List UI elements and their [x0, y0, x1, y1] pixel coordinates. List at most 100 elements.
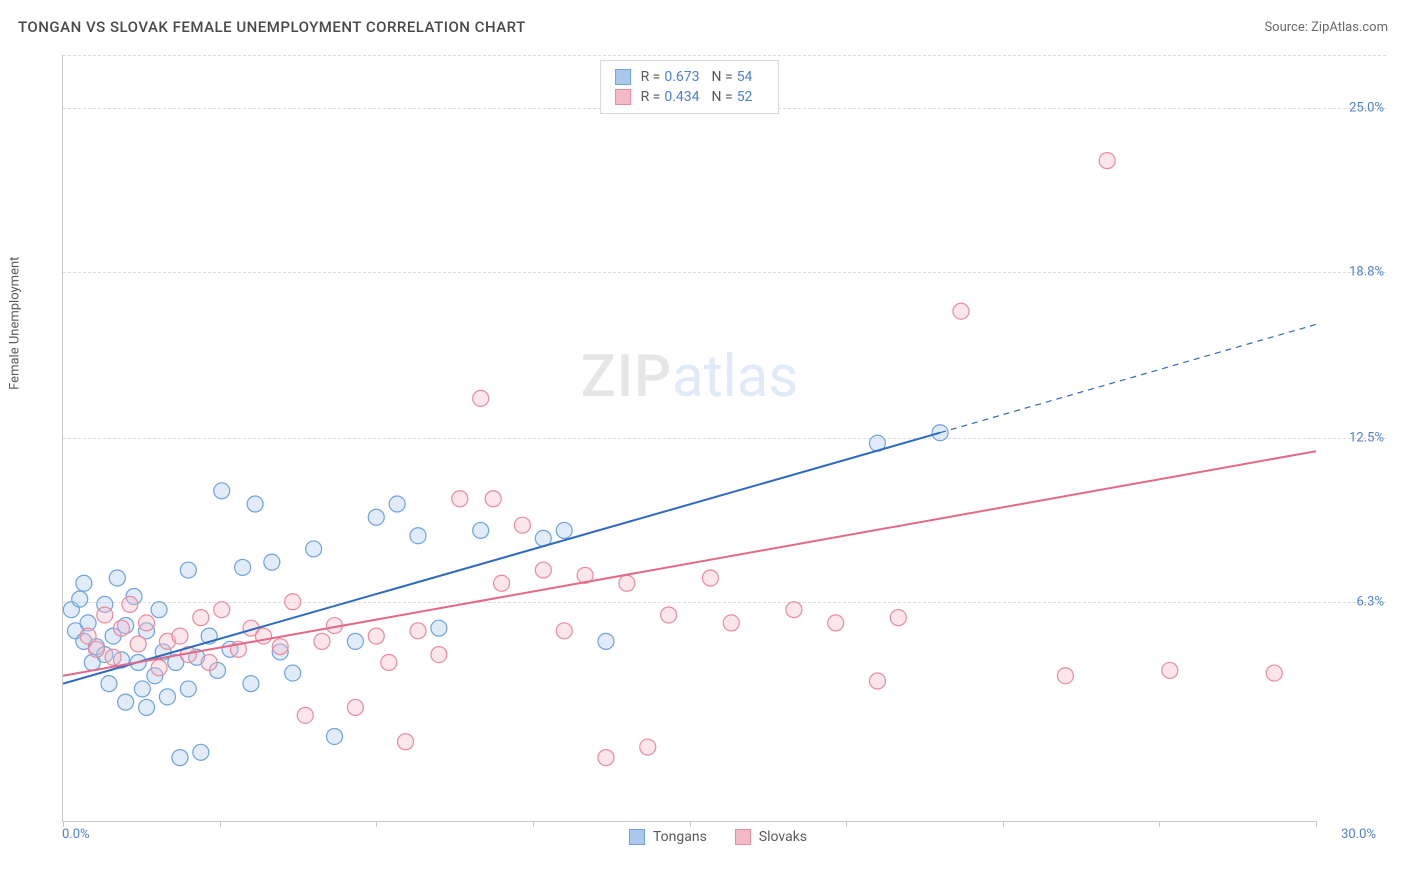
- y-axis-label: Female Unemployment: [8, 256, 23, 389]
- y-tick-label: 6.3%: [1356, 594, 1384, 609]
- data-point: [172, 750, 188, 766]
- data-point: [381, 655, 397, 671]
- data-point: [180, 562, 196, 578]
- data-point: [598, 750, 614, 766]
- x-tick-max: 30.0%: [1341, 827, 1376, 842]
- data-point: [890, 610, 906, 626]
- legend-label-slovaks: Slovaks: [759, 829, 807, 845]
- data-point: [88, 641, 104, 657]
- data-point: [473, 522, 489, 538]
- data-point: [1162, 662, 1178, 678]
- y-tick-label: 18.8%: [1349, 264, 1384, 279]
- data-point: [452, 491, 468, 507]
- data-point: [122, 596, 138, 612]
- trend-line-dashed: [940, 324, 1316, 432]
- data-point: [139, 699, 155, 715]
- data-point: [514, 517, 530, 533]
- data-point: [113, 620, 129, 636]
- data-point: [485, 491, 501, 507]
- legend-stats: R =0.673 N =54 R =0.434N =52: [600, 60, 780, 114]
- chart-container: Female Unemployment ZIPatlas R =0.673N =…: [50, 55, 1386, 842]
- stat-r-label: R =: [641, 89, 661, 105]
- data-point: [151, 660, 167, 676]
- data-point: [1099, 153, 1115, 169]
- legend-series: Tongans Slovaks: [629, 829, 807, 845]
- legend-item-slovaks: Slovaks: [735, 829, 807, 845]
- data-point: [134, 681, 150, 697]
- data-point: [105, 649, 121, 665]
- data-point: [130, 636, 146, 652]
- swatch-slovaks-icon: [735, 829, 751, 845]
- data-point: [702, 570, 718, 586]
- data-point: [368, 628, 384, 644]
- stat-r-slovaks: 0.434: [664, 89, 699, 105]
- data-point: [118, 694, 134, 710]
- data-point: [109, 570, 125, 586]
- data-point: [953, 303, 969, 319]
- data-point: [151, 602, 167, 618]
- data-point: [172, 628, 188, 644]
- data-point: [326, 728, 342, 744]
- data-point: [214, 602, 230, 618]
- swatch-slovaks-icon: [615, 89, 631, 105]
- data-point: [235, 559, 251, 575]
- data-point: [494, 575, 510, 591]
- data-point: [556, 522, 572, 538]
- data-point: [869, 673, 885, 689]
- data-point: [410, 623, 426, 639]
- y-tick-label: 25.0%: [1349, 100, 1384, 115]
- data-point: [347, 633, 363, 649]
- data-point: [598, 633, 614, 649]
- data-point: [101, 676, 117, 692]
- y-tick-label: 12.5%: [1349, 431, 1384, 446]
- data-point: [72, 591, 88, 607]
- trend-line: [63, 451, 1316, 676]
- data-point: [285, 665, 301, 681]
- data-point: [306, 541, 322, 557]
- stat-n-tongans: 54: [737, 69, 753, 85]
- chart-title: TONGAN VS SLOVAK FEMALE UNEMPLOYMENT COR…: [18, 18, 526, 36]
- data-point: [431, 647, 447, 663]
- data-point: [828, 615, 844, 631]
- data-point: [201, 655, 217, 671]
- legend-label-tongans: Tongans: [653, 829, 707, 845]
- data-point: [180, 681, 196, 697]
- stat-r-label: R =: [641, 69, 661, 85]
- data-point: [159, 689, 175, 705]
- data-point: [619, 575, 635, 591]
- x-tick-min: 0.0%: [62, 827, 90, 842]
- data-point: [535, 562, 551, 578]
- data-point: [214, 483, 230, 499]
- data-point: [397, 734, 413, 750]
- legend-item-tongans: Tongans: [629, 829, 707, 845]
- stat-r-tongans: 0.673: [664, 69, 699, 85]
- data-point: [193, 744, 209, 760]
- data-point: [786, 602, 802, 618]
- data-point: [431, 620, 447, 636]
- data-point: [97, 607, 113, 623]
- data-point: [193, 610, 209, 626]
- data-point: [285, 594, 301, 610]
- data-point: [1057, 668, 1073, 684]
- data-point: [347, 699, 363, 715]
- data-point: [556, 623, 572, 639]
- data-point: [247, 496, 263, 512]
- swatch-tongans-icon: [615, 69, 631, 85]
- swatch-tongans-icon: [629, 829, 645, 845]
- data-point: [368, 509, 384, 525]
- source-label: Source:: [1264, 20, 1307, 35]
- data-point: [473, 390, 489, 406]
- x-tick: [1316, 821, 1317, 827]
- data-point: [264, 554, 280, 570]
- data-point: [640, 739, 656, 755]
- data-point: [272, 639, 288, 655]
- legend-stats-row-tongans: R =0.673 N =54: [615, 67, 765, 87]
- data-point: [389, 496, 405, 512]
- data-point: [139, 615, 155, 631]
- data-point: [76, 575, 92, 591]
- data-point: [1266, 665, 1282, 681]
- stat-n-label: N =: [712, 69, 733, 85]
- legend-stats-row-slovaks: R =0.434N =52: [615, 87, 765, 107]
- data-point: [661, 607, 677, 623]
- data-point: [314, 633, 330, 649]
